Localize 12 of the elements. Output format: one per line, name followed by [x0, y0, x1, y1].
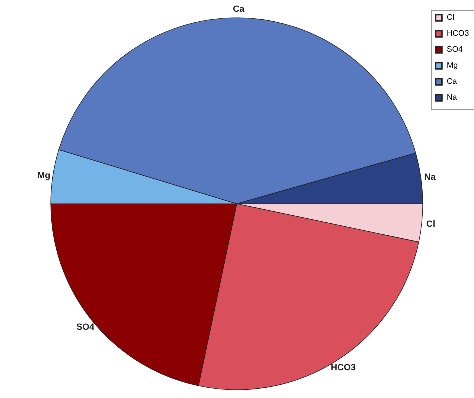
slice-label: Ca — [233, 4, 246, 14]
legend-label: Mg — [447, 61, 458, 70]
slice-label: Cl — [426, 219, 436, 230]
slice-label: HCO3 — [331, 362, 356, 372]
slice-label: Na — [424, 172, 437, 182]
legend-label: Ca — [447, 77, 458, 86]
legend-label: Na — [447, 93, 458, 102]
legend-label: SO4 — [447, 45, 464, 54]
slice-label: Mg — [38, 170, 51, 180]
slice-label: SO4 — [76, 322, 95, 332]
legend-label: HCO3 — [447, 29, 470, 38]
legend-label: Cl — [447, 13, 455, 22]
